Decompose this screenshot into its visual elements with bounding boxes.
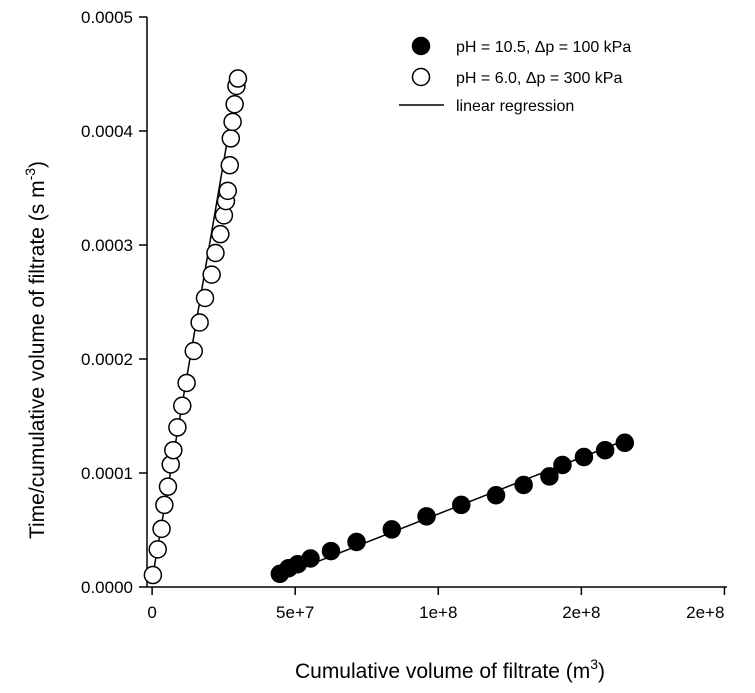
data-point-series-2 [228, 69, 248, 88]
data-point-series-2 [184, 341, 204, 361]
y-tick-label: 0.0000 [81, 578, 133, 597]
x-axis-label-end: ) [598, 660, 605, 683]
data-point-series-1 [615, 433, 635, 453]
data-point-series-2 [190, 313, 209, 332]
y-axis-label-superscript: -3 [22, 168, 38, 181]
data-point-series-1 [574, 447, 594, 467]
data-point-series-2 [155, 495, 174, 515]
data-point-series-2 [223, 112, 242, 132]
data-point-series-2 [218, 181, 237, 201]
data-point-series-2 [221, 129, 241, 148]
legend-symbol-filled-circle [411, 36, 431, 56]
x-axis-label: Cumulative volume of filtrate (m3) [295, 656, 605, 683]
data-point-series-1 [486, 485, 506, 505]
data-point-series-2 [211, 224, 230, 244]
legend-label-3: linear regression [456, 98, 574, 115]
data-point-series-1 [301, 549, 320, 568]
data-point-series-1 [553, 455, 572, 475]
data-point-series-1 [321, 541, 341, 561]
data-point-series-2 [158, 477, 178, 496]
data-point-series-2 [206, 243, 225, 263]
legend-symbol-open-circle [411, 67, 431, 87]
x-axis-label-superscript: 3 [590, 656, 598, 672]
data-point-series-2 [220, 155, 240, 175]
data-point-series-2 [148, 540, 167, 559]
x-tick-label: 2e+8 [562, 603, 600, 622]
data-point-series-1 [595, 440, 615, 460]
legend-label-1: pH = 10.5, Δp = 100 kPa [456, 39, 631, 56]
data-point-series-2 [152, 519, 171, 539]
data-point-series-1 [540, 467, 559, 486]
data-points [143, 69, 635, 585]
regression-lines [151, 76, 628, 580]
y-tick-label: 0.0001 [81, 464, 133, 483]
data-point-series-1 [382, 520, 402, 539]
data-point-series-1 [514, 475, 533, 495]
y-axis-label: Time/cumulative volume of filtrate (s m-… [22, 161, 49, 539]
y-axis-label-end: ) [26, 161, 49, 168]
y-tick-label: 0.0004 [81, 122, 133, 141]
data-point-series-1 [452, 495, 471, 515]
axes: 0.0000 0.0001 0.0002 0.0003 0.0004 0.0005 0 5e+… [81, 8, 727, 622]
y-tick-label: 0.0003 [81, 236, 133, 255]
legend: pH = 10.5, Δp = 100 kPa pH = 6.0, Δp = 3… [399, 36, 631, 115]
x-tick-label: 5e+7 [276, 603, 314, 622]
data-point-series-2 [143, 565, 163, 585]
data-point-series-1 [347, 532, 366, 552]
y-tick-label: 0.0005 [81, 8, 133, 27]
x-tick-label: 1e+8 [419, 603, 457, 622]
x-axis-label-text: Cumulative volume of filtrate (m [295, 660, 590, 683]
y-tick-label: 0.0002 [81, 350, 133, 369]
data-point-series-2 [173, 396, 192, 415]
legend-label-2: pH = 6.0, Δp = 300 kPa [456, 70, 622, 87]
data-point-series-1 [417, 507, 436, 526]
x-tick-label: 2e+8 [686, 603, 724, 622]
data-point-series-2 [225, 94, 244, 114]
data-point-series-2 [164, 440, 183, 460]
data-point-series-2 [177, 373, 196, 393]
data-point-series-2 [195, 288, 215, 308]
data-point-series-2 [202, 265, 221, 284]
y-axis-label-text: Time/cumulative volume of filtrate (s m [26, 180, 49, 539]
data-point-series-2 [168, 418, 187, 437]
x-tick-label: 0 [147, 603, 156, 622]
